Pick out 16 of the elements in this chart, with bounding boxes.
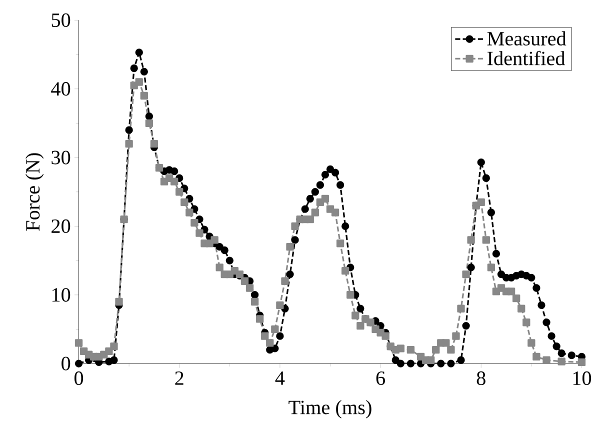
y-tick-label: 20 [52,219,70,233]
y-tick-label: 10 [52,288,70,302]
x-tick-label: 10 [573,371,592,385]
x-tick-label: 8 [476,371,486,385]
x-tick-label: 4 [275,371,285,385]
y-tick-label: 0 [62,356,70,370]
x-tick-label: 2 [175,371,184,385]
x-tick-label: 0 [74,371,84,385]
y-tick-label: 40 [51,82,70,96]
x-tick-label: 6 [376,371,385,385]
x-axis-title: Time (ms) [288,400,372,418]
legend-label: Measured [487,31,566,46]
y-tick-label: 30 [52,150,70,164]
y-tick-label: 50 [52,13,70,27]
legend-label: Identified [487,50,566,66]
y-axis-title: Force (N) [25,153,44,231]
